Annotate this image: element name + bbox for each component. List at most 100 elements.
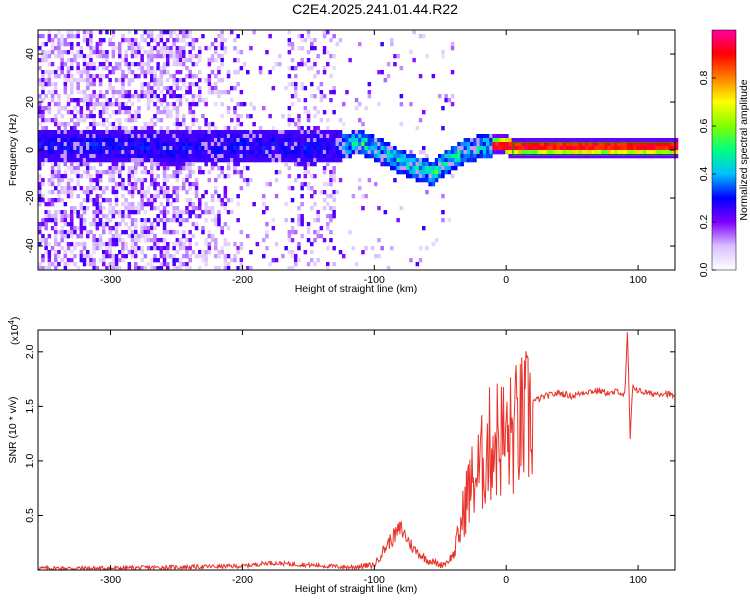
spectrogram-cell — [114, 198, 119, 203]
spectrogram-cell — [601, 154, 605, 159]
spectrogram-cell — [242, 130, 247, 135]
spectrogram-cell — [156, 154, 160, 159]
spectrogram-cell — [310, 154, 314, 159]
spectrogram-cell — [114, 166, 119, 171]
spectrogram-cell — [70, 150, 74, 155]
spectrogram-cell — [188, 50, 192, 55]
spectrogram-cell — [278, 134, 282, 139]
spectrogram-cell — [140, 162, 144, 167]
spectrogram-cell — [489, 134, 493, 139]
spectrogram-cell — [402, 170, 407, 175]
spectrogram-cell — [214, 126, 218, 131]
spectrogram-cell — [425, 154, 429, 159]
spectrogram-cell — [230, 130, 234, 135]
spectrogram-cell — [124, 74, 128, 79]
spectrogram-cell — [278, 170, 282, 175]
spectrogram-cell — [140, 150, 144, 155]
spectrogram-cell — [162, 46, 167, 51]
spectrogram-cell — [198, 158, 202, 163]
spectrogram-cell — [130, 146, 135, 151]
spectrogram-cell — [57, 130, 61, 135]
spectrogram-cell — [220, 226, 224, 231]
spectrogram-cell — [454, 150, 458, 155]
spectrogram-cell — [82, 58, 87, 63]
spectrogram-cell — [604, 146, 608, 151]
spectrogram-cell — [201, 98, 205, 103]
spectrogram-cell — [390, 38, 394, 43]
spectrogram-cell — [38, 198, 42, 203]
spectrogram-cell — [95, 102, 100, 107]
spectrogram-cell — [54, 122, 58, 127]
spectrogram-cell — [422, 178, 426, 183]
spectrogram-cell — [150, 46, 154, 51]
spectrogram-cell — [153, 182, 157, 187]
spectrogram-cell — [175, 82, 180, 87]
spectrogram-cell — [191, 142, 196, 147]
spectrogram-cell — [102, 170, 106, 175]
spectrogram-cell — [140, 198, 144, 203]
spectrogram-cell — [92, 82, 96, 87]
spectrogram-cell — [188, 182, 192, 187]
spectrogram-cell — [98, 194, 103, 199]
spectrogram-cell — [271, 158, 276, 163]
spectrogram-cell — [220, 150, 224, 155]
spectrogram-cell — [105, 246, 109, 251]
spectrogram-cell — [601, 150, 605, 155]
spectrogram-cell — [63, 234, 68, 239]
spectrogram-cell — [66, 246, 71, 251]
spectrogram-cell — [236, 70, 240, 75]
spectrogram-cell — [188, 202, 192, 207]
spectrogram-cell — [348, 138, 352, 143]
spectrogram-cell — [489, 146, 493, 151]
spectrogram-cell — [137, 46, 141, 51]
spectrogram-cell — [89, 230, 93, 235]
spectrogram-cell — [63, 90, 68, 95]
spectrogram-cell — [92, 126, 96, 131]
spectrogram-cell — [217, 222, 221, 227]
spectrogram-cell — [220, 42, 224, 47]
spectrogram-cell — [121, 194, 125, 199]
spectrogram-cell — [223, 146, 228, 151]
spectrogram-cell — [185, 98, 189, 103]
spectrogram-cell — [559, 154, 564, 159]
spectrogram-cell — [438, 170, 442, 175]
spectrogram-cell — [156, 86, 160, 91]
spectrogram-cell — [111, 54, 116, 59]
spectrogram-cell — [294, 178, 298, 183]
spectrogram-cell — [146, 34, 151, 39]
spectrogram-cell — [425, 170, 429, 175]
spectrogram-cell — [300, 34, 304, 39]
spectrogram-cell — [297, 246, 301, 251]
spectrogram-cell — [230, 142, 234, 147]
spectrogram-cell — [105, 242, 109, 247]
spectrogram-cell — [447, 166, 452, 171]
spectrogram-cell — [326, 146, 330, 151]
spectrogram-cell — [322, 30, 327, 35]
spectrogram-cell — [246, 130, 250, 135]
spectrogram-cell — [98, 142, 103, 147]
spectrogram-cell — [182, 142, 186, 147]
spectrogram-cell — [297, 218, 301, 223]
spectrogram-cell — [172, 94, 176, 99]
spectrogram-cell — [559, 146, 564, 151]
spectrogram-cell — [268, 134, 272, 139]
spectrogram-cell — [319, 154, 324, 159]
spectrogram-cell — [166, 38, 170, 43]
spectrogram-cell — [303, 86, 308, 91]
spectrogram-cell — [118, 146, 122, 151]
spectrogram-cell — [130, 78, 135, 83]
spectrogram-cell — [150, 146, 154, 151]
spectrogram-cell — [162, 226, 167, 231]
spectrogram-cell — [118, 170, 122, 175]
spectrogram-cell — [63, 130, 68, 135]
chart-title: C2E4.2025.241.01.44.R22 — [292, 1, 458, 17]
spectrogram-cell — [422, 170, 426, 175]
spectrogram-cell — [60, 42, 64, 47]
spectrogram-cell — [137, 98, 141, 103]
spectrogram-cell — [79, 206, 84, 211]
spectrogram-cell — [79, 250, 84, 255]
spectrogram-cell — [178, 50, 183, 55]
spectrogram-cell — [252, 202, 256, 207]
spectrogram-cell — [92, 74, 96, 79]
spectrogram-cell — [102, 262, 106, 267]
